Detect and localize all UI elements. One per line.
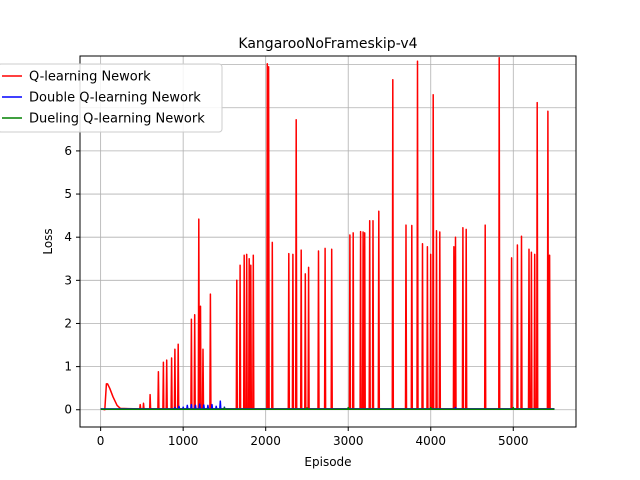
plot-frame — [79, 55, 577, 428]
series-lines — [100, 56, 555, 411]
x-tick-label: 2000 — [250, 434, 281, 448]
series-line-3 — [100, 406, 555, 411]
legend-label: Dueling Q-learning Nework — [29, 112, 205, 127]
x-axis-label: Episode — [304, 455, 351, 469]
y-tick-label: 0 — [64, 403, 72, 417]
chart-title: KangarooNoFrameskip-v4 — [238, 36, 417, 52]
x-tick-label: 1000 — [168, 434, 199, 448]
y-tick-label: 4 — [64, 230, 72, 244]
x-tick-label: 4000 — [415, 434, 446, 448]
y-tick-label: 3 — [64, 273, 72, 287]
y-tick-label: 6 — [64, 144, 72, 158]
legend-label: Q-learning Nework — [29, 70, 151, 85]
x-tick-label: 5000 — [498, 434, 529, 448]
legend: Q-learning Nework Double Q-learning Newor… — [0, 63, 223, 133]
legend-box — [0, 63, 223, 133]
x-tick-label: 0 — [97, 434, 105, 448]
legend-label: Double Q-learning Nework — [29, 91, 201, 106]
axis-ticks: 0 1000 2000 3000 4000 5000 0 1 2 3 4 5 6 — [64, 144, 528, 448]
y-tick-label: 5 — [64, 187, 72, 201]
y-tick-label: 1 — [64, 360, 72, 374]
x-tick-label: 3000 — [333, 434, 364, 448]
y-tick-label: 2 — [64, 316, 72, 330]
y-axis-label: Loss — [41, 228, 55, 254]
